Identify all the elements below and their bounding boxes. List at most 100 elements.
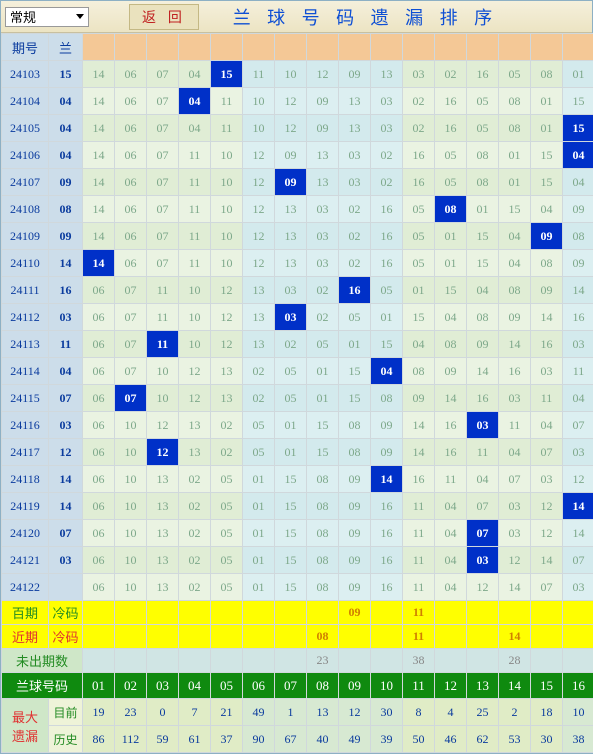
summary-cell: 09 xyxy=(339,601,371,625)
miss-cell: 06 xyxy=(83,412,115,439)
miss-cell: 14 xyxy=(563,277,593,304)
stat-cell: 49 xyxy=(339,726,371,753)
miss-cell: 10 xyxy=(179,277,211,304)
stat-cell: 25 xyxy=(467,699,499,726)
miss-cell: 02 xyxy=(339,223,371,250)
miss-cell: 15 xyxy=(531,142,563,169)
miss-cell: 16 xyxy=(467,61,499,88)
pending-cell xyxy=(339,649,371,673)
hit-cell: 12 xyxy=(147,439,179,466)
miss-cell: 09 xyxy=(403,385,435,412)
miss-cell: 09 xyxy=(563,250,593,277)
miss-cell: 13 xyxy=(147,493,179,520)
miss-cell: 09 xyxy=(339,466,371,493)
miss-cell: 11 xyxy=(243,61,275,88)
miss-cell: 11 xyxy=(179,169,211,196)
miss-cell: 08 xyxy=(371,385,403,412)
period-cell: 24122 xyxy=(2,574,49,601)
number-header-cell: 15 xyxy=(531,673,563,699)
miss-cell: 15 xyxy=(307,439,339,466)
data-row: 241210306101302050115080916110403121407 xyxy=(2,547,593,574)
miss-cell: 02 xyxy=(307,277,339,304)
miss-cell: 13 xyxy=(179,412,211,439)
lan-cell: 04 xyxy=(49,142,83,169)
miss-cell: 03 xyxy=(499,385,531,412)
period-cell: 24103 xyxy=(2,61,49,88)
number-header-cell: 11 xyxy=(403,673,435,699)
data-row: 241181406101302050115080914161104070312 xyxy=(2,466,593,493)
pending-cell xyxy=(467,649,499,673)
miss-cell: 01 xyxy=(275,439,307,466)
miss-cell: 08 xyxy=(563,223,593,250)
summary-cell xyxy=(275,601,307,625)
hit-cell: 08 xyxy=(435,196,467,223)
miss-cell: 01 xyxy=(531,88,563,115)
return-button[interactable]: 返 回 xyxy=(129,4,199,30)
miss-cell: 09 xyxy=(499,304,531,331)
miss-cell: 15 xyxy=(499,196,531,223)
miss-cell: 13 xyxy=(179,439,211,466)
miss-cell: 01 xyxy=(243,466,275,493)
miss-cell: 11 xyxy=(563,358,593,385)
miss-cell: 06 xyxy=(83,547,115,574)
miss-cell: 11 xyxy=(403,520,435,547)
miss-cell: 13 xyxy=(211,385,243,412)
summary-cell xyxy=(563,625,593,649)
miss-cell: 02 xyxy=(179,493,211,520)
miss-cell: 16 xyxy=(435,412,467,439)
miss-cell: 02 xyxy=(339,196,371,223)
hit-cell: 04 xyxy=(179,88,211,115)
miss-cell: 03 xyxy=(403,61,435,88)
miss-cell: 02 xyxy=(211,439,243,466)
miss-cell: 11 xyxy=(435,466,467,493)
miss-cell: 03 xyxy=(307,223,339,250)
miss-cell: 03 xyxy=(307,250,339,277)
stat-row: 最大遗漏目前19230721491131230842521810 xyxy=(2,699,593,726)
stat-cell: 4 xyxy=(435,699,467,726)
miss-cell: 11 xyxy=(179,196,211,223)
period-cell: 24105 xyxy=(2,115,49,142)
miss-cell: 02 xyxy=(275,331,307,358)
pending-cell xyxy=(563,649,593,673)
miss-cell: 15 xyxy=(467,250,499,277)
miss-cell: 15 xyxy=(531,169,563,196)
miss-cell: 09 xyxy=(339,61,371,88)
miss-cell: 05 xyxy=(275,358,307,385)
number-header-cell: 06 xyxy=(243,673,275,699)
lan-cell: 09 xyxy=(49,169,83,196)
period-cell: 24106 xyxy=(2,142,49,169)
miss-cell: 04 xyxy=(531,196,563,223)
miss-cell: 01 xyxy=(243,547,275,574)
miss-cell: 02 xyxy=(403,88,435,115)
miss-cell: 02 xyxy=(211,412,243,439)
period-cell: 24112 xyxy=(2,304,49,331)
lan-cell: 08 xyxy=(49,196,83,223)
miss-cell: 08 xyxy=(403,358,435,385)
number-header-cell: 14 xyxy=(499,673,531,699)
miss-cell: 10 xyxy=(179,304,211,331)
miss-cell: 07 xyxy=(563,547,593,574)
miss-cell: 07 xyxy=(531,439,563,466)
miss-cell: 01 xyxy=(403,277,435,304)
period-cell: 24121 xyxy=(2,547,49,574)
miss-cell: 04 xyxy=(179,115,211,142)
data-row: 241120306071110121303020501150408091416 xyxy=(2,304,593,331)
miss-cell: 12 xyxy=(179,358,211,385)
miss-cell: 05 xyxy=(403,250,435,277)
miss-cell: 06 xyxy=(83,331,115,358)
mode-dropdown[interactable]: 常规 xyxy=(5,7,89,27)
miss-cell: 02 xyxy=(403,115,435,142)
lan-cell: 14 xyxy=(49,493,83,520)
miss-cell: 15 xyxy=(339,385,371,412)
miss-cell: 15 xyxy=(563,88,593,115)
hit-cell: 03 xyxy=(467,412,499,439)
header-col xyxy=(307,34,339,61)
miss-cell: 04 xyxy=(563,169,593,196)
header-col xyxy=(403,34,435,61)
miss-cell: 11 xyxy=(403,574,435,601)
miss-cell: 16 xyxy=(563,304,593,331)
number-header-cell: 02 xyxy=(115,673,147,699)
summary-cell xyxy=(243,601,275,625)
miss-cell: 14 xyxy=(435,385,467,412)
miss-cell: 12 xyxy=(243,196,275,223)
